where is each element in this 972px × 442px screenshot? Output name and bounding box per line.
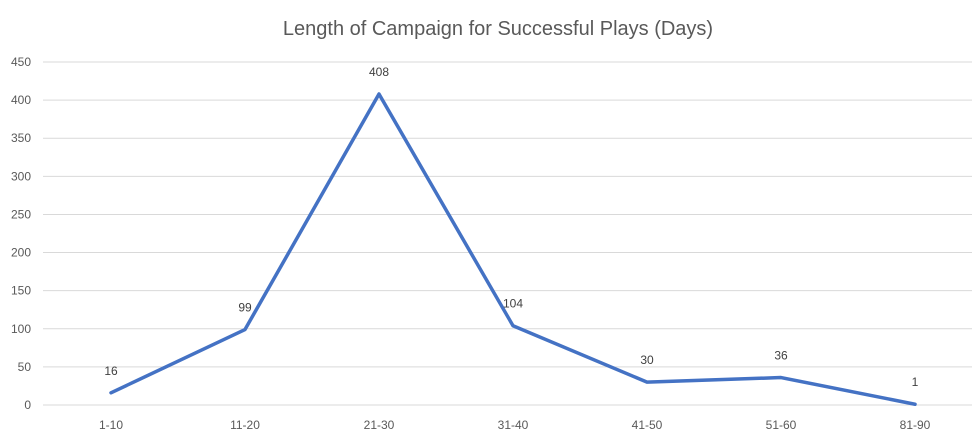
data-label: 30 bbox=[640, 353, 654, 367]
data-label: 1 bbox=[912, 375, 919, 389]
x-axis-ticks: 1-10 11-20 21-30 31-40 41-50 51-60 81-90 bbox=[99, 418, 931, 432]
x-tick-label: 51-60 bbox=[766, 418, 797, 432]
chart-title: Length of Campaign for Successful Plays … bbox=[283, 18, 713, 40]
data-label: 36 bbox=[774, 349, 788, 363]
data-label: 16 bbox=[104, 364, 118, 378]
series-line bbox=[109, 92, 917, 406]
x-tick-label: 1-10 bbox=[99, 418, 123, 432]
y-tick-label: 50 bbox=[18, 360, 32, 374]
x-tick-label: 21-30 bbox=[364, 418, 395, 432]
y-tick-label: 250 bbox=[11, 207, 31, 221]
y-tick-label: 150 bbox=[11, 284, 31, 298]
y-axis-ticks: 0 50 100 150 200 250 300 350 400 450 bbox=[11, 55, 31, 412]
gridlines bbox=[43, 61, 972, 406]
data-label: 104 bbox=[503, 297, 523, 311]
series bbox=[109, 92, 917, 406]
x-tick-label: 81-90 bbox=[900, 418, 931, 432]
y-tick-label: 100 bbox=[11, 322, 31, 336]
y-tick-label: 200 bbox=[11, 246, 31, 260]
y-tick-label: 0 bbox=[24, 398, 31, 412]
y-tick-label: 300 bbox=[11, 169, 31, 183]
data-label: 408 bbox=[369, 65, 389, 79]
y-tick-label: 350 bbox=[11, 131, 31, 145]
x-tick-label: 11-20 bbox=[230, 418, 260, 432]
x-tick-label: 41-50 bbox=[632, 418, 663, 432]
data-label: 99 bbox=[238, 301, 252, 315]
x-tick-label: 31-40 bbox=[498, 418, 529, 432]
y-tick-label: 400 bbox=[11, 93, 31, 107]
data-labels: 16 99 408 104 30 36 1 bbox=[104, 65, 918, 389]
y-tick-label: 450 bbox=[11, 55, 31, 69]
